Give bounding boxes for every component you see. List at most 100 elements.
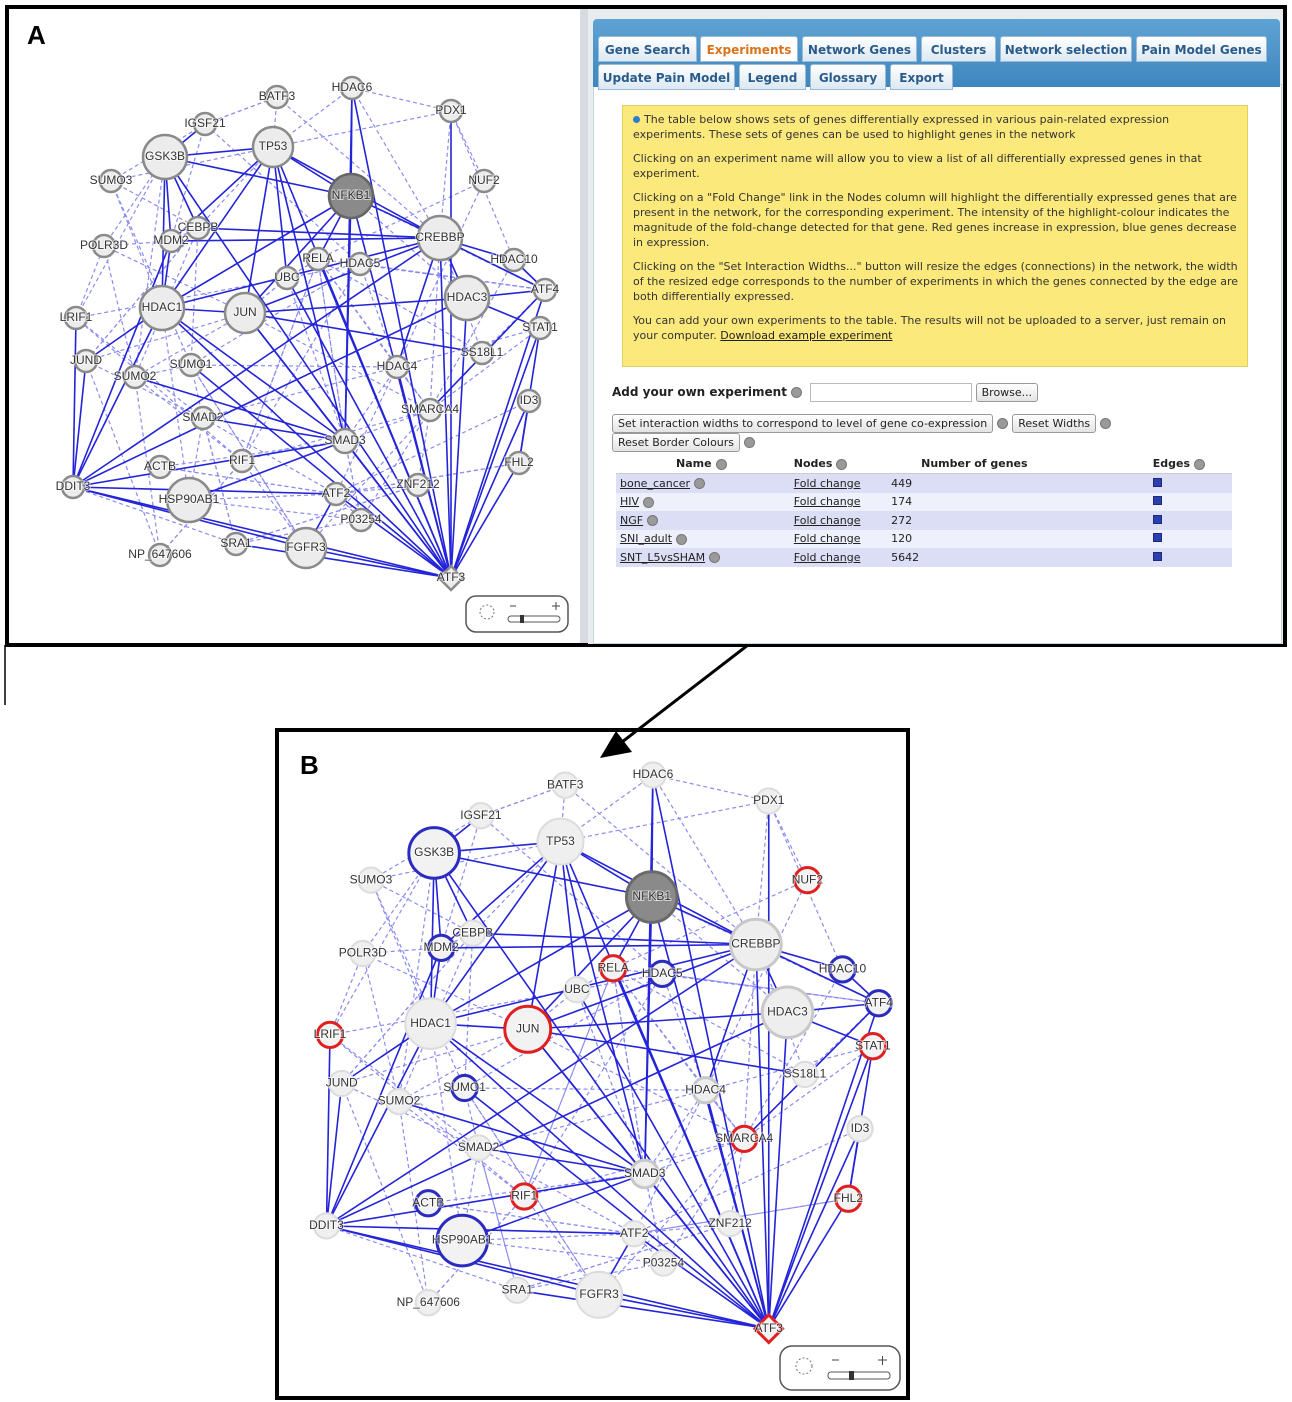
zoom-control-a[interactable] bbox=[466, 596, 568, 632]
node-label: JUND bbox=[70, 353, 102, 367]
node[interactable]: TP53 bbox=[253, 127, 293, 167]
node[interactable]: RIF1 bbox=[511, 1184, 537, 1209]
tab[interactable]: Export bbox=[890, 64, 953, 90]
node-label: NFKB1 bbox=[632, 889, 671, 903]
fold-change-link[interactable]: Fold change bbox=[794, 514, 861, 527]
zoom-control-b[interactable] bbox=[780, 1346, 900, 1390]
node[interactable]: TP53 bbox=[537, 819, 583, 865]
node[interactable]: FGFR3 bbox=[286, 528, 326, 568]
node-label: CREBBP bbox=[731, 937, 780, 951]
node[interactable]: CREBBP bbox=[731, 919, 782, 970]
node-label: CEBPB bbox=[452, 925, 493, 939]
node[interactable]: NFKB1 bbox=[329, 174, 373, 218]
edges-checkbox[interactable] bbox=[1153, 552, 1162, 561]
table-row: NGFFold change272 bbox=[616, 511, 1232, 530]
gene-count: 5642 bbox=[881, 548, 1043, 567]
node[interactable]: ID3 bbox=[518, 390, 540, 412]
set-widths-button[interactable]: Set interaction widths to correspond to … bbox=[612, 414, 993, 433]
node[interactable]: FHL2 bbox=[834, 1186, 864, 1211]
zoom-slider bbox=[828, 1372, 890, 1379]
edges-checkbox[interactable] bbox=[1153, 496, 1162, 505]
node[interactable]: UBC bbox=[274, 267, 300, 289]
node-label: CREBBP bbox=[415, 230, 464, 244]
node[interactable]: ATF4 bbox=[865, 991, 894, 1016]
help-icon bbox=[694, 478, 705, 489]
column-header[interactable]: Number of genes bbox=[881, 454, 1043, 474]
experiment-link[interactable]: HIV bbox=[620, 495, 639, 508]
node-label: HDAC10 bbox=[490, 252, 538, 266]
column-header[interactable]: Nodes bbox=[786, 454, 881, 474]
nodes-cell: Fold change bbox=[786, 530, 881, 549]
tab[interactable]: Glossary bbox=[810, 64, 886, 90]
help-icon bbox=[709, 552, 720, 563]
column-header[interactable]: Edges bbox=[1043, 454, 1232, 474]
tab[interactable]: Pain Model Genes bbox=[1136, 36, 1267, 62]
node[interactable]: ID3 bbox=[847, 1116, 872, 1141]
node[interactable]: UBC bbox=[564, 977, 590, 1002]
reset-widths-button[interactable]: Reset Widths bbox=[1012, 414, 1096, 433]
file-input[interactable] bbox=[810, 383, 972, 402]
node-label: ATF2 bbox=[620, 1226, 649, 1240]
info-text: The table below shows sets of genes diff… bbox=[633, 113, 1169, 141]
tab[interactable]: Legend bbox=[739, 64, 806, 90]
node-label: ZNF212 bbox=[708, 1216, 752, 1230]
tab[interactable]: Update Pain Model bbox=[598, 64, 735, 90]
tab-content: The table below shows sets of genes diff… bbox=[593, 84, 1282, 644]
node-label: GSK3B bbox=[145, 149, 185, 163]
node[interactable]: JUN bbox=[225, 293, 265, 333]
node[interactable]: RELA bbox=[597, 956, 628, 981]
node[interactable]: HDAC1 bbox=[405, 998, 456, 1049]
download-link[interactable]: Download example experiment bbox=[720, 329, 892, 342]
edges-checkbox[interactable] bbox=[1153, 478, 1162, 487]
tab[interactable]: Network Genes bbox=[802, 36, 917, 62]
fold-change-link[interactable]: Fold change bbox=[794, 477, 861, 490]
node-label: ACTB bbox=[412, 1195, 444, 1209]
edges-checkbox[interactable] bbox=[1153, 533, 1162, 542]
fold-change-link[interactable]: Fold change bbox=[794, 495, 861, 508]
node-label: UBC bbox=[274, 270, 300, 284]
node-label: SUMO2 bbox=[114, 369, 157, 383]
node-label: HDAC1 bbox=[410, 1016, 451, 1030]
node[interactable]: HDAC1 bbox=[140, 286, 184, 330]
node-label: RELA bbox=[597, 960, 628, 974]
help-icon bbox=[643, 497, 654, 508]
tab[interactable]: Clusters bbox=[921, 36, 996, 62]
node-label: HSP90AB1 bbox=[432, 1233, 493, 1247]
experiment-link[interactable]: bone_cancer bbox=[620, 477, 690, 490]
add-label: Add your own experiment bbox=[612, 385, 787, 399]
node-label: NUF2 bbox=[468, 173, 500, 187]
node[interactable]: GSK3B bbox=[409, 828, 460, 879]
node-label: ATF3 bbox=[437, 570, 466, 584]
node[interactable]: RIF1 bbox=[229, 450, 255, 472]
help-icon bbox=[676, 534, 687, 545]
table-header: NameNodesNumber of genes Edges bbox=[616, 454, 1232, 474]
node[interactable]: HDAC3 bbox=[762, 987, 813, 1038]
node[interactable]: ATF2 bbox=[620, 1221, 649, 1246]
node[interactable]: GSK3B bbox=[143, 135, 187, 179]
node-label: ATF4 bbox=[531, 282, 560, 296]
experiment-link[interactable]: SNT_L5vsSHAM bbox=[620, 551, 705, 564]
node[interactable]: CREBBP bbox=[415, 216, 464, 260]
tab[interactable]: Gene Search bbox=[598, 36, 697, 62]
splitter bbox=[580, 9, 588, 643]
tab[interactable]: Network selection bbox=[1000, 36, 1132, 62]
experiment-link[interactable]: SNI_adult bbox=[620, 532, 672, 545]
node-label: POLR3D bbox=[80, 238, 128, 252]
browse-button[interactable]: Browse... bbox=[976, 383, 1039, 402]
node-label: HDAC4 bbox=[377, 359, 418, 373]
header-text: Edges bbox=[1153, 457, 1190, 470]
edges-checkbox[interactable] bbox=[1153, 515, 1162, 524]
node-label: IGSF21 bbox=[184, 116, 226, 130]
panel-label: B bbox=[300, 750, 319, 781]
node[interactable]: HDAC3 bbox=[445, 276, 489, 320]
fold-change-link[interactable]: Fold change bbox=[794, 551, 861, 564]
column-header[interactable]: Name bbox=[616, 454, 786, 474]
experiment-link[interactable]: NGF bbox=[620, 514, 643, 527]
tab[interactable]: Experiments bbox=[700, 36, 798, 62]
fold-change-link[interactable]: Fold change bbox=[794, 532, 861, 545]
node[interactable]: NFKB1 bbox=[626, 872, 677, 923]
node[interactable]: JUN bbox=[505, 1006, 551, 1052]
node-label: TP53 bbox=[546, 834, 575, 848]
node[interactable]: FGFR3 bbox=[576, 1272, 622, 1318]
reset-borders-button[interactable]: Reset Border Colours bbox=[612, 433, 740, 452]
